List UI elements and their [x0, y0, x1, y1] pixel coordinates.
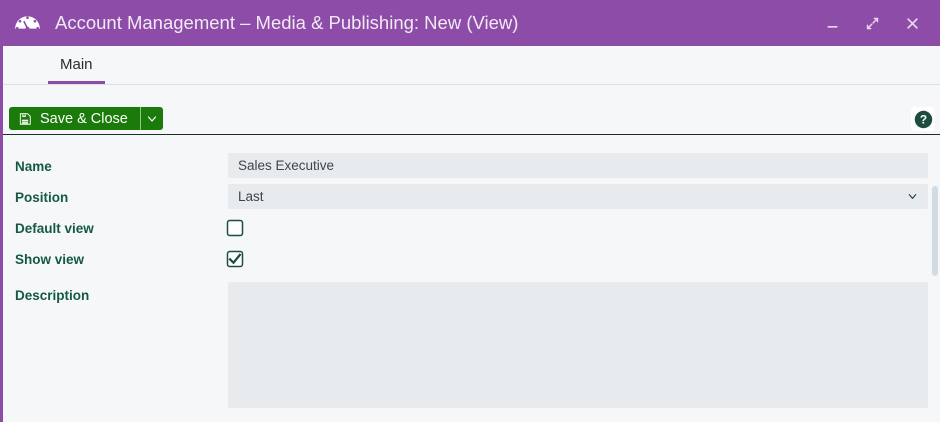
svg-text:?: ? [919, 112, 926, 126]
